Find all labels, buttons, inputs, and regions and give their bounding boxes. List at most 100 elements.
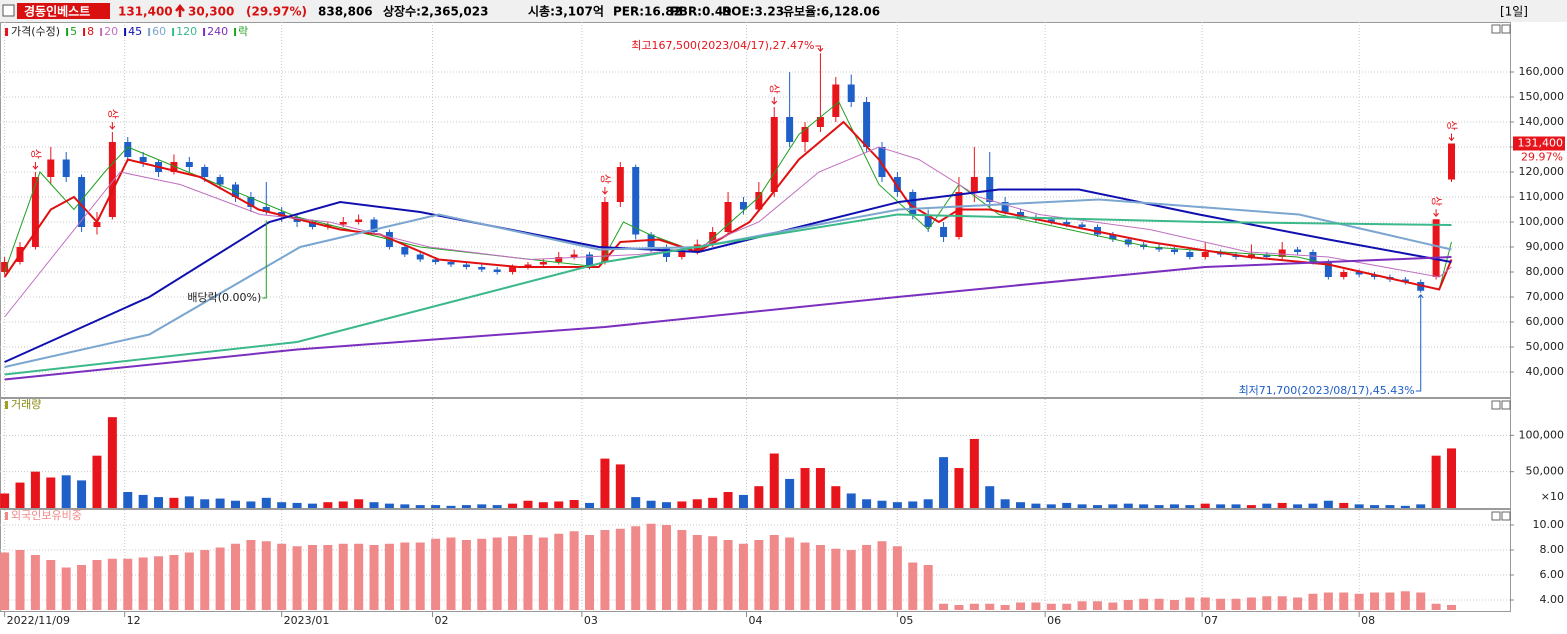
bar xyxy=(985,486,995,508)
candle-body xyxy=(1001,202,1009,212)
legend-swatch xyxy=(234,28,237,36)
candle-body xyxy=(693,244,701,252)
bar xyxy=(169,555,179,610)
bar xyxy=(1277,502,1287,508)
price-tag-label: 131,400 xyxy=(1518,137,1564,150)
bar xyxy=(1062,502,1072,508)
bar xyxy=(92,455,102,508)
candle-body xyxy=(924,214,932,227)
bar xyxy=(1046,504,1056,508)
bar xyxy=(508,503,518,508)
bar xyxy=(800,542,810,610)
bar xyxy=(1447,605,1457,610)
bar xyxy=(1169,600,1179,610)
bar xyxy=(400,542,410,610)
button[interactable] xyxy=(1491,24,1501,34)
bar xyxy=(1000,499,1010,508)
bar xyxy=(1246,505,1256,508)
bar xyxy=(446,537,456,610)
bar xyxy=(892,546,902,610)
candle-body xyxy=(1170,249,1178,252)
candle-body xyxy=(770,117,778,192)
y-tick-label: 90,000 xyxy=(1526,240,1565,253)
panel-frames xyxy=(0,22,1511,612)
bar xyxy=(431,538,441,610)
bar xyxy=(708,497,718,508)
ma-line xyxy=(4,146,1452,318)
limit-up-arrow xyxy=(771,97,778,105)
button[interactable] xyxy=(1501,24,1511,34)
y-tick-label: 50,000 xyxy=(1526,340,1565,353)
bar xyxy=(154,556,164,610)
candle-body xyxy=(955,192,963,237)
limit-up-arrow xyxy=(32,162,39,170)
bar xyxy=(1231,504,1241,508)
candle-body xyxy=(786,117,794,142)
bar xyxy=(0,552,10,610)
button[interactable] xyxy=(1501,400,1511,410)
candle-body xyxy=(447,262,455,265)
period: [1일] xyxy=(1500,5,1528,19)
x-tick-label: 06 xyxy=(1047,614,1061,627)
candle-body xyxy=(355,219,363,222)
bar xyxy=(1154,598,1164,610)
bar xyxy=(400,504,410,508)
bar xyxy=(1431,455,1441,508)
candle-body xyxy=(47,159,55,177)
legend-swatch xyxy=(203,28,206,36)
bar xyxy=(923,565,933,610)
limit-up-label: 상 xyxy=(1446,120,1459,130)
candle-body xyxy=(31,177,39,247)
change-pct: (29.97%) xyxy=(246,5,307,19)
bar xyxy=(231,543,241,610)
y-tick-label: 100,000 xyxy=(1519,428,1565,441)
legend-label: 60 xyxy=(152,25,166,38)
candle-body xyxy=(524,264,532,267)
candle-body xyxy=(1078,224,1086,227)
bar xyxy=(477,504,487,508)
candle-body xyxy=(847,84,855,102)
candle-body xyxy=(139,157,147,162)
checkbox[interactable] xyxy=(2,4,15,17)
bar xyxy=(815,468,825,508)
candle-body xyxy=(1247,254,1255,257)
bar xyxy=(415,505,425,508)
bar xyxy=(1308,593,1318,610)
per: PER:16.82 xyxy=(613,5,682,19)
candle-body xyxy=(478,267,486,270)
bar xyxy=(846,550,856,610)
bar xyxy=(600,458,610,508)
roe: ROE:3.23 xyxy=(722,5,784,19)
bar xyxy=(661,502,671,508)
high-annotation: 최고167,500(2023/04/17),27.47% xyxy=(631,39,814,52)
bar xyxy=(646,523,656,610)
bar xyxy=(769,453,779,508)
button[interactable] xyxy=(1491,511,1501,521)
x-tick-label: 03 xyxy=(584,614,598,627)
legend-swatch xyxy=(148,28,151,36)
bar xyxy=(1400,505,1410,508)
candle-body xyxy=(370,219,378,232)
x-tick-label: 08 xyxy=(1361,614,1375,627)
legend-label: 20 xyxy=(104,25,118,38)
bar xyxy=(1046,603,1056,610)
button[interactable] xyxy=(1501,511,1511,521)
bar xyxy=(307,503,317,508)
bar xyxy=(1323,500,1333,508)
low-annotation: 최저71,700(2023/08/17),45.43% xyxy=(1239,384,1415,397)
y-tick-label: 110,000 xyxy=(1519,190,1565,203)
bar xyxy=(323,502,333,508)
bar xyxy=(200,550,210,610)
candle-body xyxy=(632,167,640,235)
high-arrow xyxy=(815,45,824,53)
bar xyxy=(769,535,779,610)
candle-body xyxy=(401,247,409,255)
button[interactable] xyxy=(1491,400,1501,410)
bar xyxy=(661,525,671,610)
bar xyxy=(1077,601,1087,610)
y-tick-label: 6.00 xyxy=(1540,568,1565,581)
ma-line xyxy=(4,213,1452,376)
panel-title-swatch xyxy=(5,512,8,520)
candle-body xyxy=(1186,252,1194,257)
candle-body xyxy=(755,192,763,210)
